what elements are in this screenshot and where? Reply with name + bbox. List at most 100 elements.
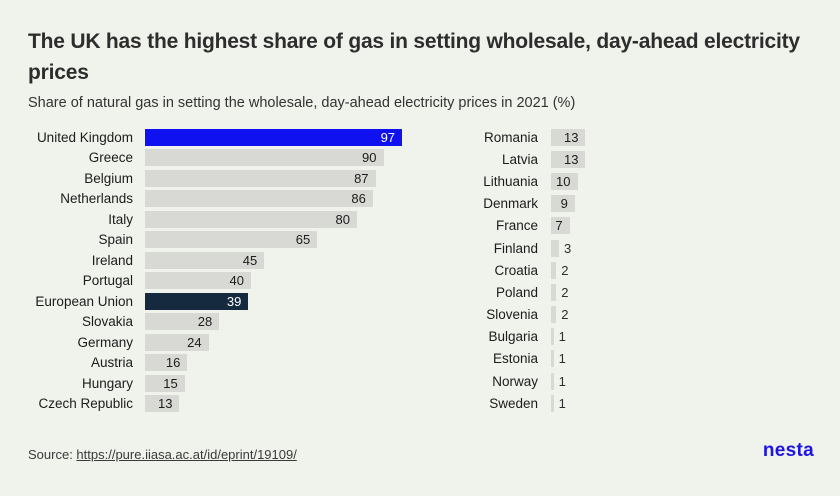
- bar: 40: [145, 272, 251, 290]
- value-label: 9: [560, 196, 568, 212]
- category-label: Denmark: [483, 196, 538, 212]
- category-label: United Kingdom: [36, 129, 133, 145]
- category-label: Slovakia: [81, 314, 133, 330]
- nesta-logo: nesta: [762, 440, 814, 461]
- bar-track: 13: [551, 128, 586, 146]
- category-label: Hungary: [81, 375, 133, 391]
- category-label: Belgium: [84, 170, 133, 186]
- value-label: 2: [561, 284, 569, 300]
- category-label: Romania: [483, 129, 538, 145]
- chart-row: Romania 13: [420, 126, 840, 148]
- bar-track: 7: [551, 217, 570, 235]
- chart-row: Finland 3: [420, 237, 840, 259]
- category-label: Bulgaria: [488, 329, 538, 345]
- value-label: 15: [163, 375, 178, 391]
- source-link[interactable]: https://pure.iiasa.ac.at/id/eprint/19109…: [76, 447, 297, 462]
- bar: 10: [551, 172, 578, 190]
- bar: 28: [145, 313, 220, 331]
- chart-row: Portugal 40: [0, 271, 420, 292]
- bar: 80: [145, 210, 357, 228]
- value-label: 80: [335, 211, 350, 227]
- bar-track: 1: [551, 350, 566, 368]
- bar: 65: [145, 231, 318, 249]
- bar-track: 28: [145, 313, 220, 331]
- value-label: 16: [165, 355, 181, 371]
- category-label: Portugal: [82, 273, 133, 289]
- value-label: 90: [362, 150, 377, 166]
- value-label: 13: [157, 396, 173, 412]
- category-label: Slovenia: [486, 307, 538, 323]
- value-label: 10: [556, 173, 571, 189]
- category-label: Spain: [98, 232, 133, 248]
- category-label: Croatia: [494, 262, 538, 278]
- bar: [551, 239, 559, 257]
- chart-row: Czech Republic 13: [0, 394, 420, 415]
- category-label: Estonia: [492, 351, 538, 367]
- bar: 13: [145, 395, 180, 413]
- chart-row: Greece 90: [0, 148, 420, 169]
- source-note: Source: https://pure.iiasa.ac.at/id/epri…: [28, 447, 297, 462]
- bar: [551, 350, 554, 368]
- bar-track: 13: [145, 395, 180, 413]
- chart-row: Norway 1: [420, 370, 840, 392]
- bar-track: 24: [145, 333, 209, 351]
- value-label: 13: [563, 151, 579, 167]
- value-label: 1: [558, 373, 566, 389]
- bar-track: 2: [551, 261, 569, 279]
- value-label: 39: [226, 293, 242, 309]
- value-label: 65: [295, 232, 311, 248]
- chart-row: Slovakia 28: [0, 312, 420, 333]
- category-label: Poland: [495, 284, 538, 300]
- bar-track: 15: [145, 374, 185, 392]
- bar: [551, 306, 557, 324]
- value-label: 86: [351, 191, 366, 207]
- value-label: 13: [563, 129, 579, 145]
- value-label: 1: [558, 351, 566, 367]
- highlighted-bar: 39: [145, 292, 249, 310]
- bar: 16: [145, 354, 188, 372]
- chart-row: Poland 2: [420, 281, 840, 303]
- chart-row: Austria 16: [0, 353, 420, 374]
- bar: 24: [145, 333, 209, 351]
- chart-row: Croatia 2: [420, 259, 840, 281]
- chart-row: France 7: [420, 215, 840, 237]
- figure-subtitle: Share of natural gas in setting the whol…: [28, 95, 576, 111]
- category-label: European Union: [35, 293, 133, 309]
- figure-header: The UK has the highest share of gas in s…: [28, 26, 812, 111]
- category-label: Germany: [77, 334, 133, 350]
- bar: 7: [551, 217, 570, 235]
- bar-track: 16: [145, 354, 188, 372]
- bar: [551, 372, 554, 390]
- value-label: 97: [380, 129, 396, 145]
- category-label: Finland: [493, 240, 538, 256]
- bar-track: 13: [551, 150, 586, 168]
- chart-row: Lithuania 10: [420, 170, 840, 192]
- chart-row: Germany 24: [0, 332, 420, 353]
- bar: 86: [145, 190, 373, 208]
- category-label: Czech Republic: [38, 396, 133, 412]
- chart-row: Estonia 1: [420, 348, 840, 370]
- bar: [551, 394, 554, 412]
- bar-track: 2: [551, 306, 569, 324]
- bar-track: 97: [145, 128, 403, 146]
- chart-row: Slovenia 2: [420, 304, 840, 326]
- category-label: Lithuania: [483, 173, 538, 189]
- value-label: 28: [197, 314, 213, 330]
- bar: 9: [551, 195, 575, 213]
- bar-track: 39: [145, 292, 249, 310]
- bar-track: 9: [551, 195, 575, 213]
- bar: 15: [145, 374, 185, 392]
- value-label: 2: [561, 262, 569, 278]
- category-label: Austria: [90, 355, 133, 371]
- source-label: Source:: [28, 447, 77, 462]
- bar-chart-left-panel: United Kingdom 97 Greece 90 Belgium 87 Netherl…: [0, 127, 420, 414]
- category-label: Greece: [88, 150, 133, 166]
- bar-track: 80: [145, 210, 357, 228]
- bar: 13: [551, 128, 586, 146]
- bar-track: 45: [145, 251, 265, 269]
- value-label: 45: [242, 252, 258, 268]
- bar: 45: [145, 251, 265, 269]
- highlighted-bar: 97: [145, 128, 403, 146]
- chart-row: Italy 80: [0, 209, 420, 230]
